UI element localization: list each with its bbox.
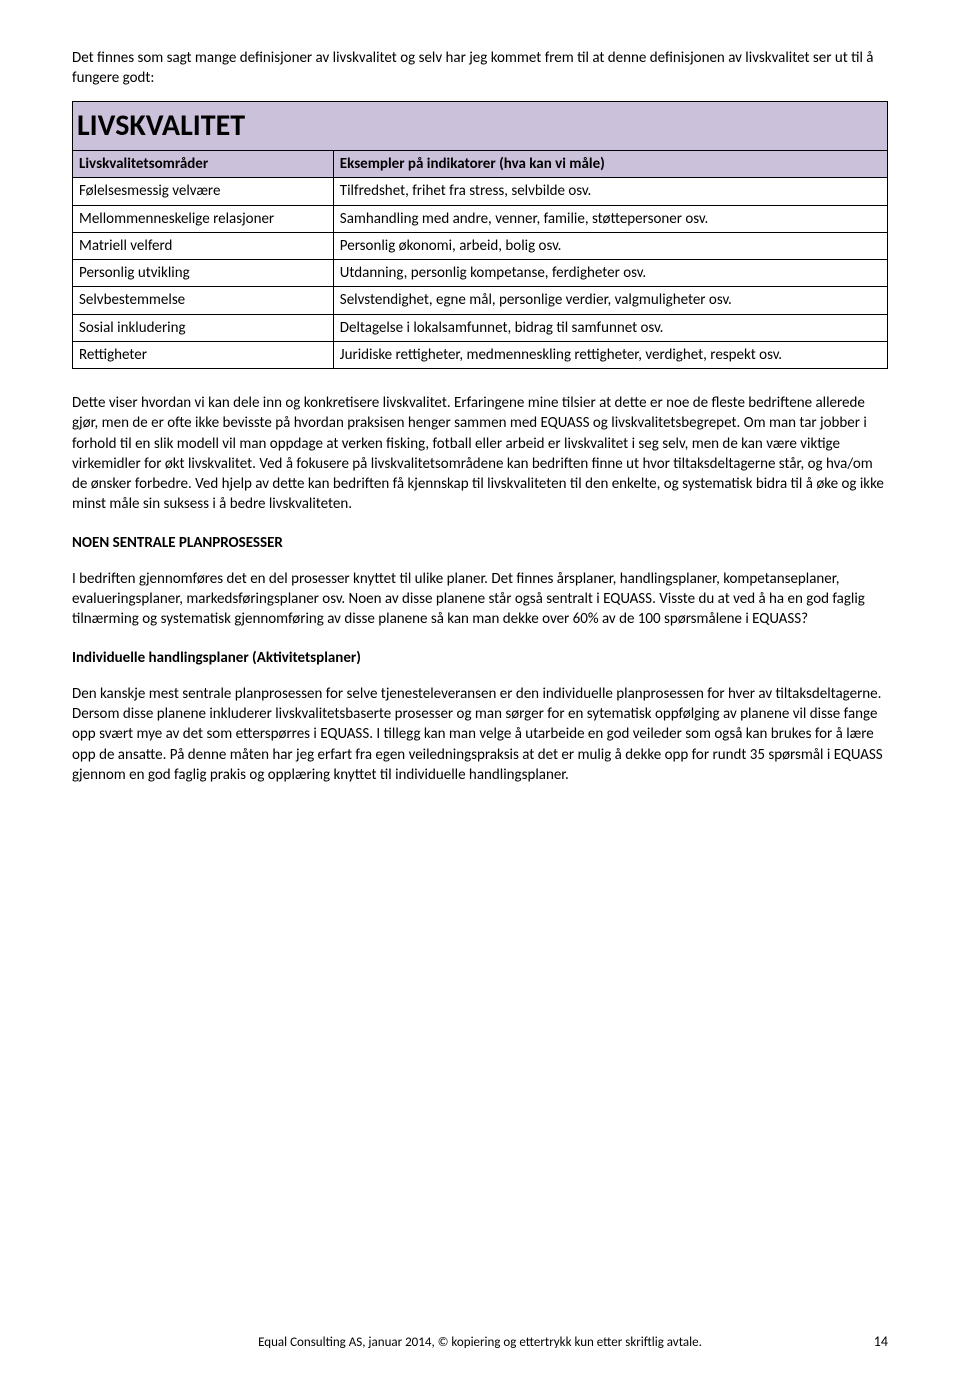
section-heading-1: NOEN SENTRALE PLANPROSESSER (72, 533, 888, 553)
table-cell-indicator: Selvstendighet, egne mål, personlige ver… (333, 287, 887, 314)
table-cell-area: Personlig utvikling (73, 260, 334, 287)
table-row: Sosial inkluderingDeltagelse i lokalsamf… (73, 314, 888, 341)
intro-paragraph: Det finnes som sagt mange definisjoner a… (72, 48, 888, 89)
table-cell-indicator: Personlig økonomi, arbeid, bolig osv. (333, 232, 887, 259)
page-number: 14 (874, 1333, 888, 1352)
table-row: Matriell velferdPersonlig økonomi, arbei… (73, 232, 888, 259)
table-cell-area: Rettigheter (73, 341, 334, 368)
section-heading-2: Individuelle handlingsplaner (Aktivitets… (72, 648, 888, 668)
table-cell-area: Følelsesmessig velvære (73, 178, 334, 205)
table-cell-indicator: Tilfredshet, frihet fra stress, selvbild… (333, 178, 887, 205)
table-cell-area: Matriell velferd (73, 232, 334, 259)
livskvalitet-table: LIVSKVALITET Livskvalitetsområder Eksemp… (72, 101, 888, 370)
table-cell-indicator: Samhandling med andre, venner, familie, … (333, 205, 887, 232)
table-cell-area: Sosial inkludering (73, 314, 334, 341)
table-col2-header: Eksempler på indikatorer (hva kan vi mål… (333, 151, 887, 178)
body-paragraph-1: Dette viser hvordan vi kan dele inn og k… (72, 393, 888, 515)
table-row: Følelsesmessig velværeTilfredshet, frihe… (73, 178, 888, 205)
table-title: LIVSKVALITET (73, 101, 888, 151)
table-row: SelvbestemmelseSelvstendighet, egne mål,… (73, 287, 888, 314)
table-row: Mellommenneskelige relasjonerSamhandling… (73, 205, 888, 232)
table-col1-header: Livskvalitetsområder (73, 151, 334, 178)
table-cell-area: Mellommenneskelige relasjoner (73, 205, 334, 232)
table-cell-indicator: Utdanning, personlig kompetanse, ferdigh… (333, 260, 887, 287)
footer-text: Equal Consulting AS, januar 2014, © kopi… (0, 1334, 960, 1352)
body-paragraph-3: Den kanskje mest sentrale planprosessen … (72, 684, 888, 785)
table-cell-indicator: Juridiske rettigheter, medmenneskling re… (333, 341, 887, 368)
table-cell-indicator: Deltagelse i lokalsamfunnet, bidrag til … (333, 314, 887, 341)
table-row: RettigheterJuridiske rettigheter, medmen… (73, 341, 888, 368)
body-paragraph-2: I bedriften gjennomføres det en del pros… (72, 569, 888, 630)
table-cell-area: Selvbestemmelse (73, 287, 334, 314)
table-row: Personlig utviklingUtdanning, personlig … (73, 260, 888, 287)
